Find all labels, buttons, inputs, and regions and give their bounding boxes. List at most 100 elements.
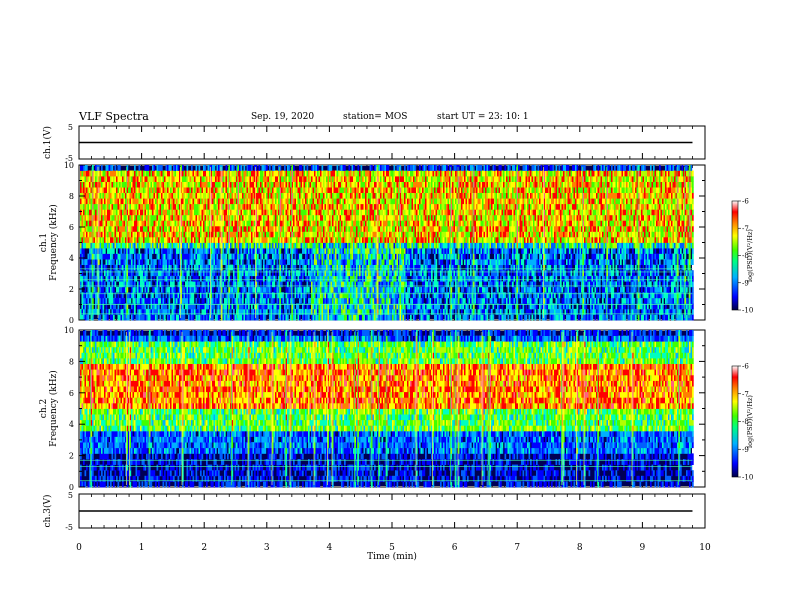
spectrogram-cell	[186, 220, 189, 227]
spectrogram-cell	[141, 314, 144, 321]
spectrogram-cell	[191, 214, 193, 221]
spectrogram-cell	[246, 242, 249, 249]
spectrogram-cell	[150, 170, 153, 177]
spectrogram-cell	[210, 198, 213, 205]
spectrogram-cell	[333, 253, 336, 260]
spectrogram-cell	[119, 308, 121, 315]
spectrogram-cell	[279, 275, 282, 282]
spectrogram-cell	[161, 270, 163, 277]
spectrogram-cell	[315, 264, 318, 271]
spectrogram-cell	[260, 286, 262, 293]
spectrogram-cell	[164, 209, 166, 216]
spectrogram-cell	[179, 314, 181, 321]
spectrogram-cell	[312, 231, 315, 238]
spectrogram-cell	[156, 292, 159, 299]
spectrogram-cell	[243, 187, 246, 193]
spectrogram-cell	[318, 275, 321, 282]
spectrogram-cell	[201, 203, 204, 210]
spectrogram-cell	[252, 242, 255, 249]
spectrogram-cell	[206, 225, 208, 232]
spectrogram-cell	[162, 209, 165, 216]
spectrogram-cell	[92, 303, 94, 310]
spectrogram-cell	[131, 242, 133, 249]
spectrogram-cell	[311, 314, 313, 321]
spectrogram-cell	[233, 181, 235, 188]
spectrogram-cell	[146, 187, 148, 193]
spectrogram-cell	[339, 187, 342, 193]
spectrogram-cell	[98, 220, 100, 227]
spectrogram-cell	[308, 187, 310, 193]
spectrogram-cell	[224, 209, 226, 216]
spectrogram-cell	[329, 225, 331, 232]
spectrogram-cell	[84, 314, 87, 321]
spectrogram-cell	[87, 281, 90, 288]
spectrogram-cell	[230, 187, 232, 193]
spectrogram-cell	[111, 270, 114, 277]
spectrogram-cell	[212, 314, 214, 321]
spectrogram-cell	[273, 203, 276, 210]
spectrogram-cell	[98, 259, 100, 265]
spectrogram-cell	[167, 259, 169, 265]
spectrogram-cell	[296, 292, 298, 299]
spectrogram-cell	[123, 192, 126, 199]
spectrogram-cell	[189, 259, 192, 265]
spectrogram-cell	[155, 187, 157, 193]
spectrogram-cell	[293, 237, 295, 243]
spectrogram-cell	[198, 281, 201, 288]
spectrogram-cell	[264, 214, 267, 221]
spectrogram-cell	[93, 203, 96, 210]
spectrogram-cell	[221, 303, 223, 310]
spectrogram-cell	[111, 281, 114, 288]
spectrogram-cell	[347, 209, 349, 216]
spectrogram-cell	[228, 308, 231, 315]
spectrogram-cell	[239, 308, 241, 315]
spectrogram-cell	[311, 231, 313, 238]
spectrogram-cell	[123, 225, 126, 232]
spectrogram-cell	[204, 242, 207, 249]
spectrogram-cell	[216, 187, 219, 193]
spectrogram-cell	[350, 253, 352, 260]
spectrogram-cell	[312, 286, 315, 293]
spectrogram-cell	[149, 220, 151, 227]
spectrogram-cell	[200, 214, 202, 221]
spectrogram-cell	[236, 264, 238, 271]
spectrogram-cell	[210, 165, 213, 171]
spectrogram-cell	[180, 281, 183, 288]
spectrogram-cell	[104, 297, 106, 304]
spectrogram-cell	[213, 303, 216, 310]
spectrogram-cell	[174, 187, 177, 193]
spectrogram-cell	[275, 192, 277, 199]
spectrogram-cell	[170, 165, 172, 171]
spectrogram-cell	[335, 209, 337, 216]
spectrogram-cell	[311, 275, 313, 282]
spectrogram-cell	[83, 303, 85, 310]
spectrogram-cell	[204, 181, 207, 188]
spectrogram-cell	[201, 198, 204, 205]
spectrogram-cell	[308, 314, 310, 321]
spectrogram-cell	[258, 165, 261, 171]
spectrogram-cell	[152, 214, 154, 221]
spectrogram-cell	[164, 253, 166, 260]
spectrogram-cell	[95, 297, 97, 304]
spectrogram-cell	[129, 192, 132, 199]
spectrogram-cell	[323, 286, 325, 293]
spectrogram-cell	[240, 292, 243, 299]
spectrogram-cell	[330, 203, 333, 210]
spectrogram-cell	[230, 275, 232, 282]
spectrogram-cell	[149, 264, 151, 271]
spectrogram-cell	[180, 209, 183, 216]
spectrogram-cell	[255, 314, 258, 321]
spectrogram-cell	[353, 297, 355, 304]
spectrogram-cell	[249, 198, 252, 205]
spectrogram-cell	[344, 270, 346, 277]
spectrogram-cell	[303, 292, 306, 299]
spectrogram-cell	[233, 242, 235, 249]
spectrogram-cell	[219, 308, 222, 315]
spectrogram-cell	[264, 192, 267, 199]
spectrogram-cell	[294, 253, 297, 260]
spectrogram-cell	[326, 237, 328, 243]
spectrogram-cell	[296, 203, 298, 210]
spectrogram-cell	[248, 286, 250, 293]
spectrogram-cell	[291, 165, 294, 171]
spectrogram-cell	[176, 237, 178, 243]
